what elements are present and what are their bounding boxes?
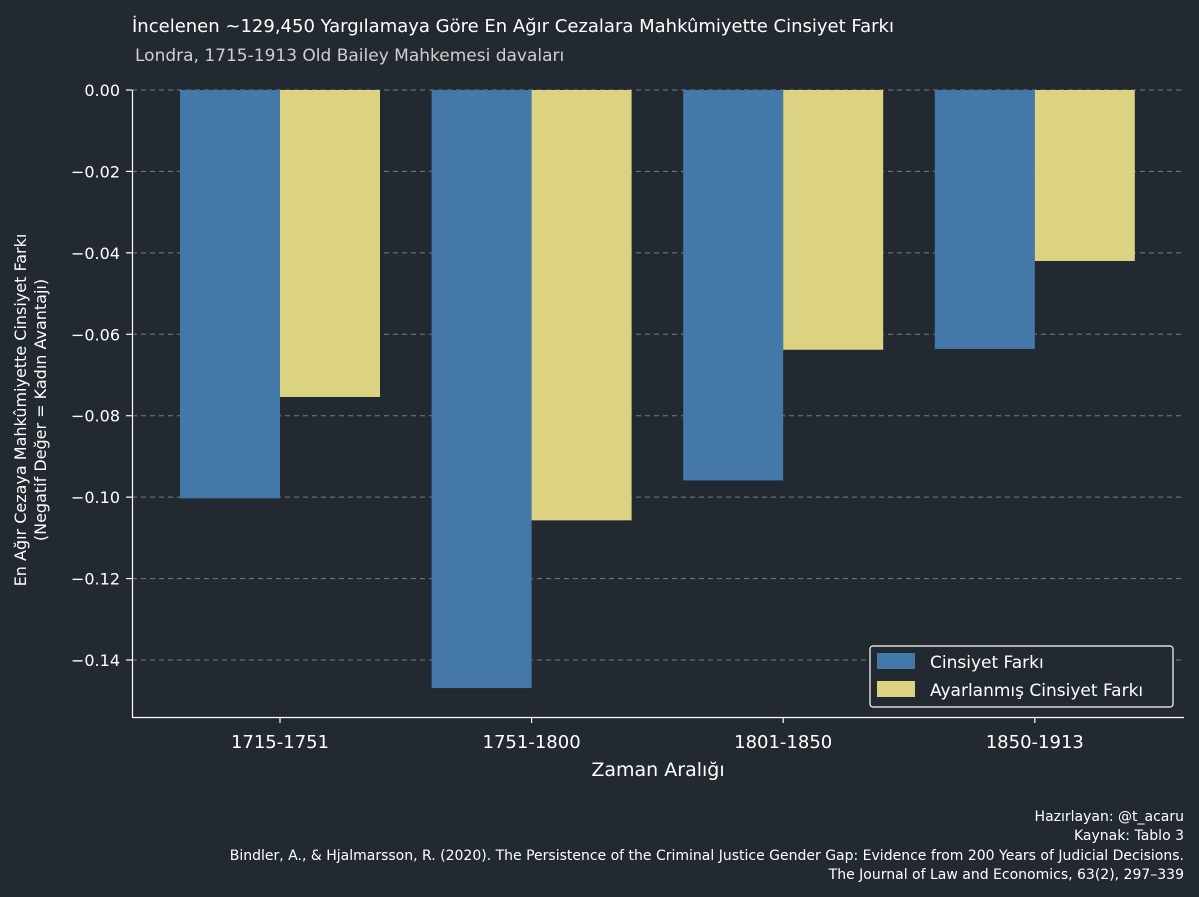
- x-ticks: 1715-1751 1751-1800 1801-1850 1850-1913: [231, 717, 1084, 753]
- legend-swatch-cinsiyet-farki: [877, 653, 915, 669]
- bars: [180, 90, 1135, 689]
- chart-title: İncelenen ~129,450 Yargılamaya Göre En A…: [132, 16, 894, 37]
- x-tick-label: 1751-1800: [483, 732, 581, 753]
- y-tick-label: −0.12: [71, 570, 120, 589]
- bar-cinsiyet-farki-1715-1751: [180, 90, 280, 499]
- legend-label-ayarlanmis: Ayarlanmış Cinsiyet Farkı: [930, 681, 1143, 701]
- y-tick-label: −0.10: [71, 488, 120, 507]
- legend-label-cinsiyet-farki: Cinsiyet Farkı: [930, 653, 1044, 673]
- footer-author: Hazırlayan: @t_acaru: [1035, 809, 1184, 825]
- y-ticks: 0.00 −0.02 −0.04 −0.06 −0.08 −0.10 −0.12 −0.14: [71, 81, 132, 670]
- bar-cinsiyet-farki-1801-1850: [683, 90, 784, 481]
- legend: Cinsiyet Farkı Ayarlanmış Cinsiyet Farkı: [869, 645, 1174, 708]
- x-tick-label: 1715-1751: [231, 732, 329, 753]
- y-tick-label: 0.00: [84, 81, 120, 100]
- x-tick-label: 1801-1850: [734, 732, 832, 753]
- y-axis-label-line2: (Negatif Değer = Kadın Avantajı): [31, 279, 50, 541]
- footer: Hazırlayan: @t_acaru Kaynak: Tablo 3 Bin…: [230, 809, 1184, 883]
- y-tick-label: −0.02: [71, 162, 120, 181]
- y-tick-label: −0.06: [71, 325, 120, 344]
- bar-cinsiyet-farki-1751-1800: [431, 90, 532, 689]
- x-tick-label: 1850-1913: [986, 732, 1084, 753]
- footer-journal: The Journal of Law and Economics, 63(2),…: [828, 867, 1184, 883]
- y-axis-label: En Ağır Cezaya Mahkûmiyette Cinsiyet Far…: [11, 234, 50, 587]
- bar-ayarlanmis-1801-1850: [783, 90, 884, 350]
- legend-box: [869, 645, 1174, 708]
- bar-ayarlanmis-1850-1913: [1034, 90, 1135, 261]
- y-axis-label-line1: En Ağır Cezaya Mahkûmiyette Cinsiyet Far…: [11, 234, 30, 587]
- legend-swatch-ayarlanmis: [877, 681, 915, 697]
- bar-ayarlanmis-1751-1800: [531, 90, 632, 521]
- x-axis-label: Zaman Aralığı: [591, 759, 724, 781]
- chart-subtitle: Londra, 1715-1913 Old Bailey Mahkemesi d…: [135, 46, 564, 66]
- y-tick-label: −0.14: [71, 651, 120, 670]
- footer-citation: Bindler, A., & Hjalmarsson, R. (2020). T…: [230, 848, 1184, 864]
- bar-cinsiyet-farki-1850-1913: [934, 90, 1035, 349]
- footer-source: Kaynak: Tablo 3: [1074, 828, 1184, 844]
- bar-ayarlanmis-1715-1751: [280, 90, 380, 397]
- y-tick-label: −0.08: [71, 407, 120, 426]
- y-tick-label: −0.04: [71, 244, 120, 263]
